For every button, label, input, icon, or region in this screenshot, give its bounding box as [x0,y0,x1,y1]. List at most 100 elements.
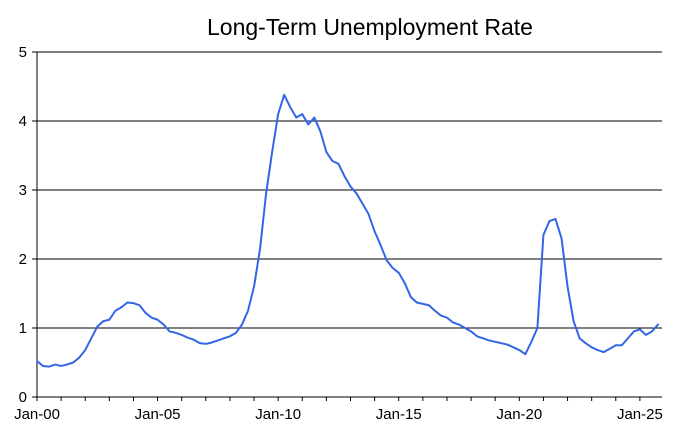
data-point-2018-01 [470,330,472,332]
data-point-2002-10 [102,320,104,322]
data-point-2020-04 [524,353,526,355]
x-tick-label-jan-15: Jan-15 [376,406,422,423]
data-point-2013-04 [356,192,358,194]
data-point-2004-07 [145,312,147,314]
x-tick-label-jan-00: Jan-00 [14,406,60,423]
data-point-2005-07 [169,330,171,332]
data-point-2004-10 [151,317,153,319]
data-point-2007-10 [223,337,225,339]
data-point-2021-04 [548,220,550,222]
data-point-2019-01 [494,341,496,343]
data-point-2009-07 [265,192,267,194]
data-point-2023-01 [591,346,593,348]
y-axis-tick-labels: 0 1 2 3 4 5 [19,44,27,406]
data-point-2008-04 [235,332,237,334]
data-point-2022-10 [585,342,587,344]
data-point-2008-10 [247,310,249,312]
data-point-2025-01 [639,328,641,330]
data-point-2024-04 [621,344,623,346]
data-point-2007-07 [217,339,219,341]
data-point-2014-04 [380,244,382,246]
data-point-2017-04 [452,321,454,323]
data-point-2018-07 [482,337,484,339]
data-point-2014-01 [374,230,376,232]
data-point-2000-01 [36,360,38,362]
data-point-2021-01 [542,234,544,236]
data-point-2015-07 [410,296,412,298]
data-point-2022-01 [567,286,569,288]
data-point-2015-01 [398,272,400,274]
data-point-2025-04 [645,334,647,336]
data-point-2013-01 [350,186,352,188]
data-point-2007-04 [211,341,213,343]
y-tick-label-0: 0 [19,389,27,406]
data-point-2024-07 [627,337,629,339]
data-point-2012-10 [343,175,345,177]
data-point-2008-07 [241,324,243,326]
data-point-2005-04 [163,324,165,326]
data-point-2009-10 [271,151,273,153]
data-point-2016-01 [422,303,424,305]
axes [32,51,662,401]
x-tick-label-jan-05: Jan-05 [135,406,181,423]
data-point-2024-01 [615,344,617,346]
data-point-2019-04 [500,342,502,344]
data-point-2014-07 [386,259,388,261]
data-point-2019-07 [506,344,508,346]
data-point-2002-04 [90,337,92,339]
data-point-2022-07 [579,337,581,339]
data-point-2006-10 [199,342,201,344]
data-point-2001-04 [66,364,68,366]
data-point-2012-01 [325,151,327,153]
data-point-2010-10 [295,117,297,119]
series-layer [36,93,659,368]
data-point-2012-07 [337,163,339,165]
series-line-0 [36,93,659,368]
data-point-2000-07 [48,366,50,368]
data-point-2017-10 [464,327,466,329]
data-point-2004-04 [138,304,140,306]
data-point-2011-01 [301,113,303,115]
data-point-2009-04 [259,248,261,250]
data-point-2003-10 [126,301,128,303]
data-point-2001-01 [60,365,62,367]
grid-lines [37,51,662,329]
x-tick-label-jan-20: Jan-20 [496,406,542,423]
data-point-2009-01 [253,286,255,288]
y-tick-label-4: 4 [19,113,27,130]
data-point-2017-07 [458,324,460,326]
data-point-2000-10 [54,364,56,366]
data-point-2025-07 [651,330,653,332]
data-point-2016-07 [434,310,436,312]
data-point-2016-10 [440,315,442,317]
data-point-2000-04 [42,365,44,367]
data-point-2008-01 [229,335,231,337]
data-point-2020-10 [536,327,538,329]
data-point-2021-10 [561,237,563,239]
data-point-2017-01 [446,317,448,319]
data-point-2011-07 [313,117,315,119]
x-axis-tick-labels: Jan-00 Jan-05 Jan-10 Jan-15 Jan-20 Jan-25 [14,406,663,423]
data-point-2003-07 [120,306,122,308]
data-point-2002-01 [84,349,86,351]
data-point-2004-01 [132,302,134,304]
data-point-2021-07 [554,218,556,220]
data-point-2010-04 [283,94,285,96]
data-point-2013-10 [368,213,370,215]
data-point-2023-10 [609,348,611,350]
data-point-2002-07 [96,326,98,328]
data-point-2001-07 [72,362,74,364]
x-tick-label-jan-10: Jan-10 [255,406,301,423]
data-point-2005-10 [175,332,177,334]
y-tick-label-5: 5 [19,44,27,61]
data-point-2011-04 [307,123,309,125]
data-point-2023-07 [603,351,605,353]
data-point-2003-04 [114,310,116,312]
y-tick-label-2: 2 [19,251,27,268]
data-point-2018-10 [488,339,490,341]
data-point-2006-04 [187,337,189,339]
data-point-2011-10 [319,130,321,132]
data-point-2006-07 [193,339,195,341]
